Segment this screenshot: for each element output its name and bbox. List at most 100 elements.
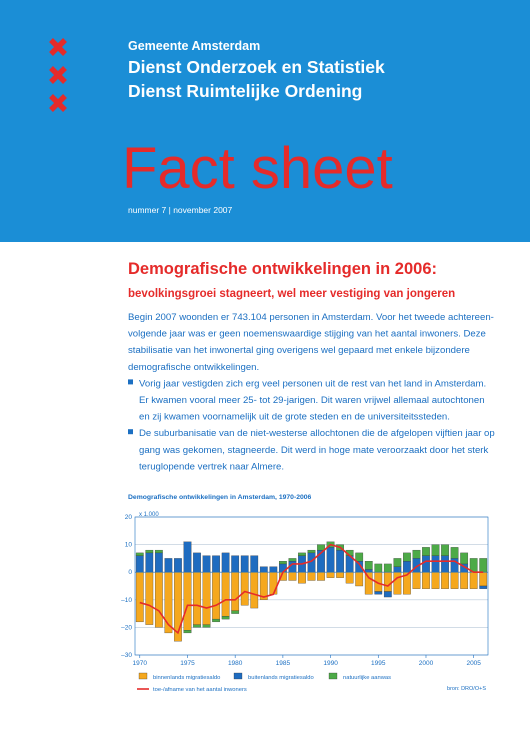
bar (174, 558, 182, 573)
y-tick-label: 0 (128, 569, 132, 576)
bar (431, 572, 440, 589)
chart-title: Demografische ontwikkelingen in Amsterda… (128, 494, 312, 501)
issue: nummer 7 | november 2007 (128, 205, 233, 215)
bar (183, 630, 192, 634)
bar (441, 555, 449, 573)
bar (412, 549, 421, 559)
bar (193, 552, 201, 573)
bar (269, 572, 278, 595)
bullet-line: teruglopende vertrek naar Almere. (139, 461, 284, 472)
bar (403, 552, 411, 562)
bar (317, 544, 325, 551)
bar (231, 555, 240, 573)
x-tick-label: 1985 (276, 660, 291, 667)
bar (240, 555, 249, 573)
bar (154, 552, 163, 573)
bar (450, 572, 459, 589)
bar (431, 544, 440, 556)
bar (355, 572, 364, 587)
bar (326, 547, 335, 573)
plot-frame (134, 516, 489, 656)
unit-label: x 1.000 (139, 512, 159, 518)
bullet-line: Er kwamen vooral meer 25- tot 29-jarigen… (139, 395, 485, 406)
bar (164, 558, 173, 573)
bar (145, 549, 154, 554)
dept: Dienst Onderzoek en Statistiek (128, 57, 385, 77)
bar (231, 572, 240, 611)
bar (250, 572, 259, 609)
bar (479, 572, 488, 587)
bullet (128, 379, 133, 385)
y-tick-label: 10 (125, 542, 133, 549)
bar (469, 572, 478, 589)
bar (259, 566, 268, 573)
bar (345, 572, 354, 584)
bar (403, 561, 411, 573)
org: Gemeente Amsterdam (128, 39, 260, 53)
bar (431, 555, 440, 573)
bar (135, 572, 144, 623)
bar (460, 572, 469, 589)
bar (383, 572, 392, 592)
bar (212, 618, 220, 623)
bar (460, 552, 469, 565)
y-tick-label: 20 (125, 514, 133, 521)
legend-label: binnenlands migratiesaldo (153, 675, 220, 681)
bar (393, 558, 402, 567)
bar (336, 572, 344, 578)
bar (269, 566, 278, 573)
legend-swatch (138, 672, 148, 680)
legend-label: toe-/afname van het aantal inwoners (153, 687, 247, 693)
bar (288, 572, 297, 581)
bar (135, 555, 144, 573)
paragraph-line: demografische ontwikkelingen. (128, 362, 259, 373)
bar (479, 558, 488, 573)
city-crosses (49, 38, 67, 112)
bar (250, 555, 259, 573)
bar (183, 541, 192, 573)
legend-swatch (328, 672, 338, 680)
bar (154, 549, 163, 554)
bar (441, 572, 449, 589)
bar (364, 561, 373, 570)
bar (145, 552, 154, 573)
bullet-line: Vorig jaar vestigden zich erg veel perso… (139, 378, 486, 389)
bar (364, 572, 373, 595)
bar (202, 624, 211, 628)
bar (317, 572, 325, 581)
y-tick-label: –30 (121, 652, 132, 659)
y-tick-label: –20 (121, 624, 132, 631)
bar (183, 572, 192, 631)
bar (145, 572, 154, 625)
chart: Demografische ontwikkelingen in Amsterda… (121, 494, 489, 693)
bar (364, 569, 373, 573)
bar (154, 572, 163, 628)
bar (288, 558, 297, 562)
doc-title: Fact sheet (122, 136, 393, 201)
x-tick-label: 1975 (180, 660, 195, 667)
x-tick-label: 2000 (419, 660, 434, 667)
paragraph-line: stabilisatie van het inwonertal ging ove… (128, 345, 470, 356)
bar (307, 572, 316, 581)
bar (336, 549, 344, 573)
x-tick-label: 1970 (133, 660, 148, 667)
bar (212, 555, 220, 573)
legend-label: buitenlands migratiesaldo (248, 675, 314, 681)
source: bron: DRO/O+S (447, 686, 486, 692)
bar (479, 585, 488, 589)
bar (231, 610, 240, 614)
bar (212, 572, 220, 620)
bar (202, 572, 211, 625)
dept: Dienst Ruimtelijke Ordening (128, 81, 362, 101)
bar (221, 616, 230, 620)
bar (221, 572, 230, 617)
paragraph-line: Begin 2007 woonden er 743.104 personen i… (128, 312, 494, 323)
article-title: Demografische ontwikkelingen in 2006: (128, 260, 437, 278)
y-tick-label: –10 (121, 597, 132, 604)
bar (307, 549, 316, 554)
bar (279, 561, 287, 565)
bar (193, 572, 201, 625)
bar (441, 544, 449, 556)
bullet-line: De suburbanisatie van de niet-westerse a… (139, 428, 495, 439)
